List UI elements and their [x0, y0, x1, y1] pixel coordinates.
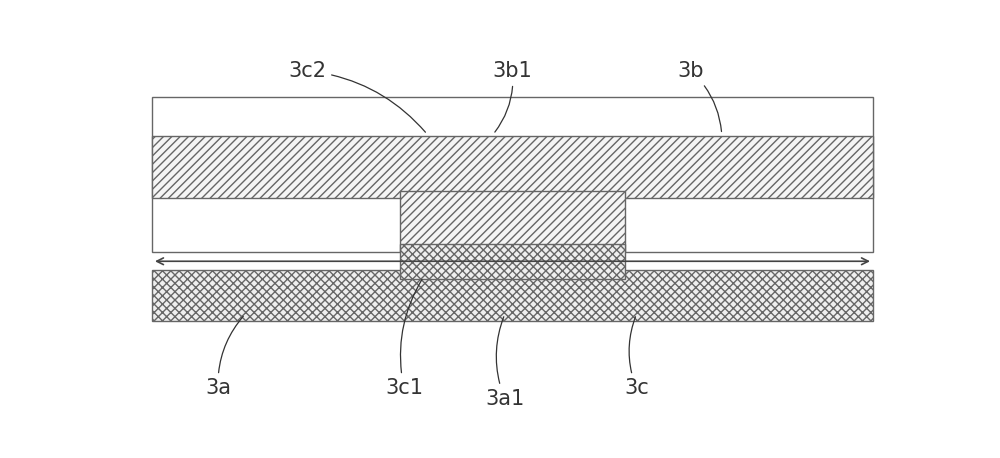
Bar [400, 191, 625, 252]
Text: 3b1: 3b1 [493, 61, 532, 132]
Text: 3c: 3c [624, 317, 649, 398]
Text: 3c1: 3c1 [385, 279, 423, 398]
Text: 3a: 3a [205, 316, 243, 398]
Bar [152, 270, 873, 321]
Bar [152, 97, 873, 252]
Text: 3c2: 3c2 [288, 61, 425, 132]
Bar [400, 244, 625, 279]
Bar [152, 136, 873, 198]
Text: 3b: 3b [678, 61, 722, 131]
Text: 3a1: 3a1 [485, 317, 524, 409]
